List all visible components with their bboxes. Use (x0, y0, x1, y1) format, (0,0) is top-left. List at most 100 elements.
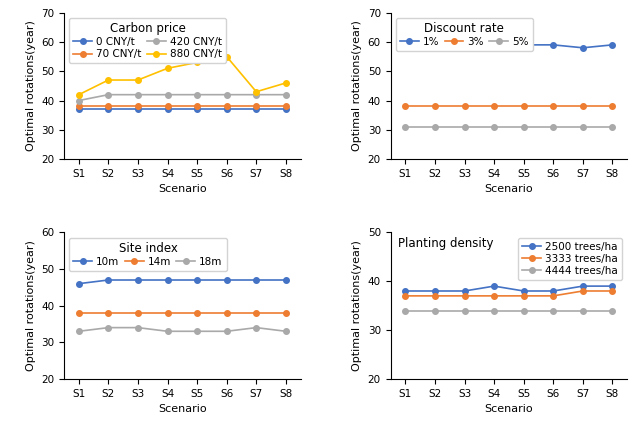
880 CNY/t (164, 66, 172, 71)
70 CNY/t (223, 104, 230, 109)
Line: 14m: 14m (76, 310, 289, 316)
880 CNY/t (252, 89, 260, 94)
Line: 70 CNY/t: 70 CNY/t (76, 104, 289, 109)
18m (223, 329, 230, 334)
14m (134, 310, 142, 315)
420 CNY/t (252, 92, 260, 97)
0 CNY/t (75, 107, 83, 112)
Line: 2500 trees/ha: 2500 trees/ha (403, 283, 615, 294)
14m (282, 310, 290, 315)
Line: 0 CNY/t: 0 CNY/t (76, 107, 289, 112)
3% (520, 104, 527, 109)
2500 trees/ha (431, 288, 439, 293)
5% (461, 124, 468, 129)
Line: 3%: 3% (403, 104, 615, 109)
70 CNY/t (104, 104, 112, 109)
3333 trees/ha (520, 293, 527, 298)
4444 trees/ha (549, 308, 557, 313)
14m (193, 310, 201, 315)
70 CNY/t (164, 104, 172, 109)
10m (134, 277, 142, 282)
X-axis label: Scenario: Scenario (484, 404, 533, 414)
Line: 5%: 5% (403, 124, 615, 130)
10m (223, 277, 230, 282)
18m (252, 325, 260, 330)
1% (520, 43, 527, 48)
X-axis label: Scenario: Scenario (158, 184, 207, 195)
3333 trees/ha (431, 293, 439, 298)
10m (164, 277, 172, 282)
X-axis label: Scenario: Scenario (158, 404, 207, 414)
0 CNY/t (193, 107, 201, 112)
3% (609, 104, 616, 109)
5% (490, 124, 498, 129)
2500 trees/ha (490, 284, 498, 289)
5% (549, 124, 557, 129)
10m (282, 277, 290, 282)
18m (193, 329, 201, 334)
Line: 880 CNY/t: 880 CNY/t (76, 54, 289, 97)
2500 trees/ha (549, 288, 557, 293)
3% (401, 104, 409, 109)
Line: 1%: 1% (403, 42, 615, 51)
Line: 10m: 10m (76, 277, 289, 286)
1% (579, 45, 587, 51)
2500 trees/ha (401, 288, 409, 293)
18m (134, 325, 142, 330)
420 CNY/t (223, 92, 230, 97)
5% (609, 124, 616, 129)
70 CNY/t (193, 104, 201, 109)
Legend: 0 CNY/t, 70 CNY/t, 420 CNY/t, 880 CNY/t: 0 CNY/t, 70 CNY/t, 420 CNY/t, 880 CNY/t (69, 18, 226, 63)
3333 trees/ha (609, 288, 616, 293)
1% (549, 43, 557, 48)
880 CNY/t (134, 77, 142, 83)
1% (490, 43, 498, 48)
3% (461, 104, 468, 109)
1% (461, 43, 468, 48)
14m (104, 310, 112, 315)
70 CNY/t (252, 104, 260, 109)
880 CNY/t (282, 80, 290, 85)
1% (431, 45, 439, 51)
4444 trees/ha (431, 308, 439, 313)
420 CNY/t (193, 92, 201, 97)
70 CNY/t (282, 104, 290, 109)
4444 trees/ha (579, 308, 587, 313)
18m (75, 329, 83, 334)
4444 trees/ha (490, 308, 498, 313)
Y-axis label: Optimal rotations(year): Optimal rotations(year) (26, 21, 36, 151)
5% (431, 124, 439, 129)
14m (223, 310, 230, 315)
1% (401, 45, 409, 51)
Line: 3333 trees/ha: 3333 trees/ha (403, 288, 615, 298)
880 CNY/t (193, 60, 201, 65)
Y-axis label: Optimal rotations(year): Optimal rotations(year) (26, 240, 36, 371)
0 CNY/t (134, 107, 142, 112)
0 CNY/t (252, 107, 260, 112)
14m (252, 310, 260, 315)
4444 trees/ha (609, 308, 616, 313)
2500 trees/ha (609, 284, 616, 289)
3333 trees/ha (579, 288, 587, 293)
880 CNY/t (75, 92, 83, 97)
4444 trees/ha (520, 308, 527, 313)
Line: 420 CNY/t: 420 CNY/t (76, 92, 289, 103)
10m (193, 277, 201, 282)
Line: 18m: 18m (76, 325, 289, 334)
2500 trees/ha (520, 288, 527, 293)
Legend: 2500 trees/ha, 3333 trees/ha, 4444 trees/ha: 2500 trees/ha, 3333 trees/ha, 4444 trees… (518, 237, 622, 280)
420 CNY/t (75, 98, 83, 103)
70 CNY/t (75, 104, 83, 109)
3% (549, 104, 557, 109)
18m (164, 329, 172, 334)
3% (431, 104, 439, 109)
X-axis label: Scenario: Scenario (484, 184, 533, 195)
4444 trees/ha (461, 308, 468, 313)
420 CNY/t (134, 92, 142, 97)
Text: Planting density: Planting density (397, 237, 493, 250)
0 CNY/t (164, 107, 172, 112)
0 CNY/t (104, 107, 112, 112)
3333 trees/ha (401, 293, 409, 298)
5% (401, 124, 409, 129)
5% (520, 124, 527, 129)
